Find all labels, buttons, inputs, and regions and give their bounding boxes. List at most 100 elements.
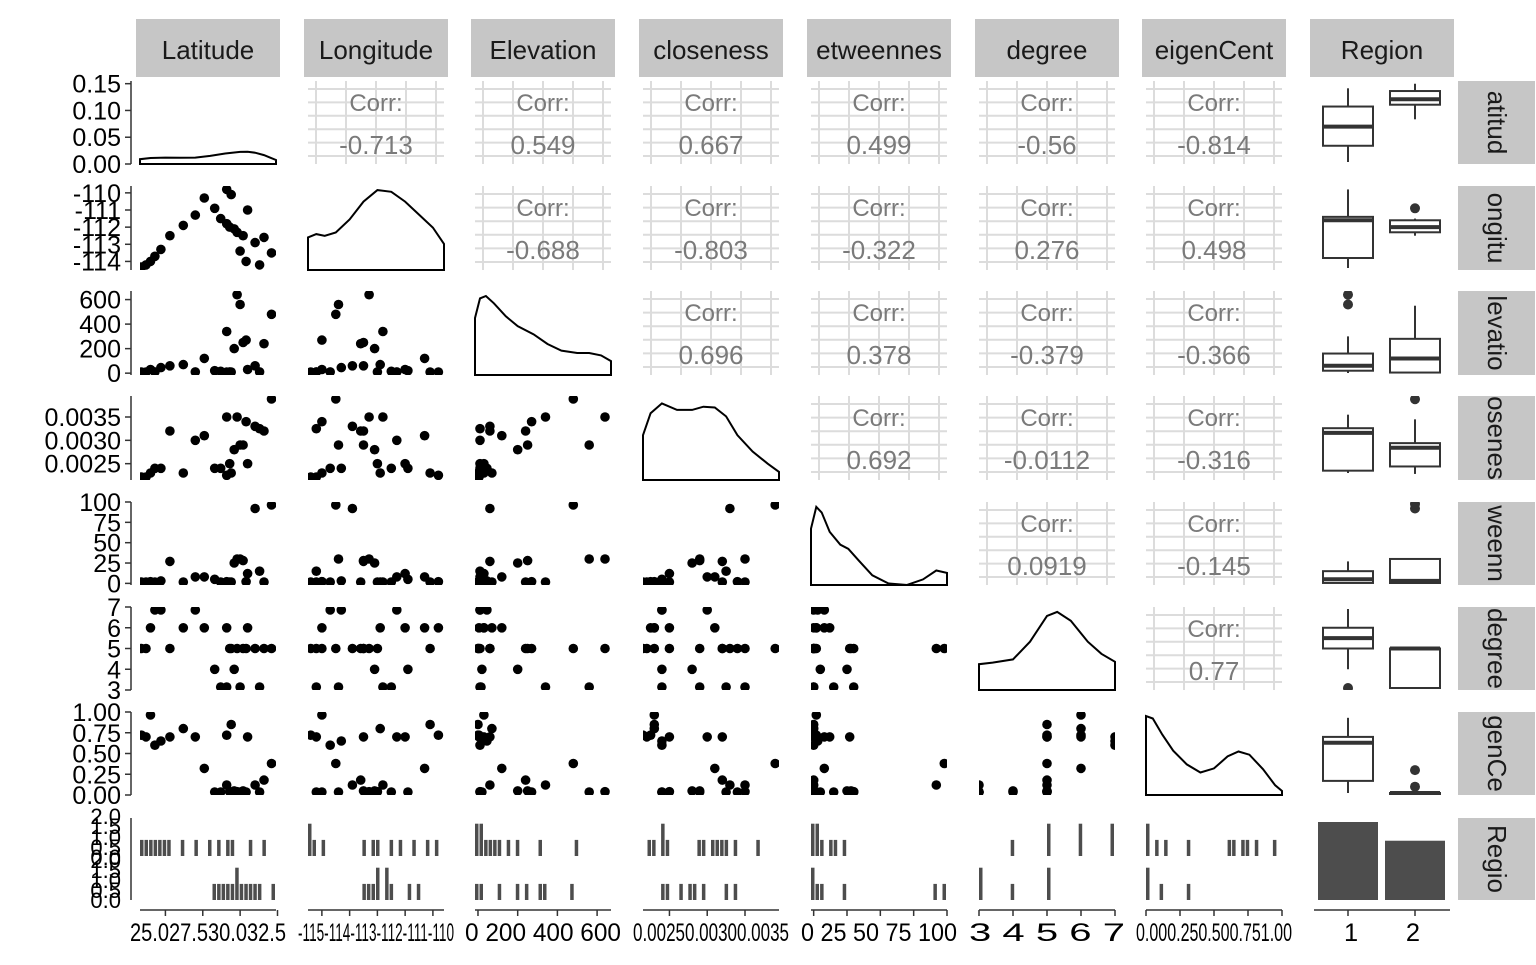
corr-value: 0.77 — [1189, 656, 1240, 686]
scatter-point — [1042, 758, 1052, 769]
corr-panel-Longitude-closeness: Corr: -0.803 — [643, 186, 779, 270]
corr-value: -0.322 — [842, 235, 916, 265]
column-strip-Longitude: Longitude — [304, 19, 448, 77]
scatter-point — [336, 576, 347, 585]
scatter-panel-degree-Elevation — [475, 607, 610, 690]
histogram-bar — [1146, 867, 1150, 900]
boxplot-panel-Longitude — [1322, 189, 1441, 268]
scatter-points — [475, 502, 610, 585]
density-curve-degree — [978, 610, 1116, 691]
scatter-point — [254, 367, 265, 375]
scatter-point — [811, 712, 822, 720]
histogram-bar — [257, 883, 262, 900]
scatter-point — [664, 568, 675, 579]
histogram-bar — [217, 839, 221, 856]
scatter-point — [221, 623, 232, 633]
corr-value: -0.145 — [1177, 551, 1251, 581]
scatter-point — [311, 566, 322, 576]
y-tick-label: 0 — [107, 360, 121, 388]
scatter-point — [369, 664, 380, 675]
scatter-point — [199, 623, 210, 633]
histogram-bar — [724, 883, 729, 900]
histogram-bar — [697, 839, 701, 856]
scatter-point — [600, 554, 610, 564]
histogram-bar — [820, 883, 824, 900]
histogram-bar — [688, 883, 692, 900]
scatter-point — [687, 664, 697, 675]
scatter-point — [364, 412, 374, 422]
strip-text-wrap: genCe — [1482, 715, 1512, 792]
y-tick-label: 2.0 — [90, 804, 121, 829]
scatter-point — [336, 607, 347, 615]
scatter-point — [600, 643, 610, 654]
y-tick-label: 200 — [79, 336, 121, 364]
scatter-point — [190, 732, 201, 742]
scatter-point — [846, 643, 856, 654]
corr-panel-closeness-degree: Corr: -0.0112 — [979, 396, 1115, 480]
histogram-bar — [661, 823, 665, 856]
x-tick-labels: 0 25 50 75 100 — [801, 919, 957, 947]
histogram-bar — [733, 883, 738, 900]
scatter-point — [649, 577, 660, 585]
scatter-point — [242, 623, 253, 633]
histogram-bar — [230, 839, 235, 856]
scatter-point — [645, 730, 656, 740]
box-outlier — [1410, 502, 1420, 509]
histogram-bar — [933, 883, 937, 900]
scatter-point — [156, 736, 166, 746]
scatter-panel-degree-betweenness — [811, 607, 947, 690]
scatter-points — [475, 607, 610, 690]
y-tick-label: 100 — [79, 489, 121, 517]
scatter-point — [702, 607, 712, 615]
histogram-bar — [1146, 823, 1150, 856]
scatter-point — [540, 780, 551, 790]
corr-value: 0.667 — [678, 130, 743, 160]
scatter-point — [165, 426, 175, 436]
histogram-bar — [212, 883, 216, 900]
scatter-point — [479, 568, 489, 579]
scatter-point — [475, 607, 485, 615]
corr-label: Corr: — [1187, 300, 1240, 327]
scatter-point — [1042, 719, 1052, 730]
scatter-point — [378, 412, 388, 422]
scatter-point — [358, 361, 369, 371]
scatter-point — [156, 463, 166, 474]
row-strip-degree: degree — [1458, 607, 1535, 690]
histogram-bar — [1186, 883, 1191, 900]
histogram-bar — [1110, 823, 1114, 856]
scatter-point — [141, 643, 151, 654]
x-tick-labels: -115-114-113-112-111-110 — [298, 919, 454, 947]
scatter-point — [649, 643, 660, 654]
corr-value: 0.549 — [510, 130, 575, 160]
scatter-points — [308, 712, 444, 795]
box-outlier — [1410, 781, 1420, 792]
scatter-point — [815, 664, 826, 675]
scatter-point — [584, 682, 594, 690]
histogram-bar — [321, 839, 326, 856]
histogram-bar — [308, 823, 312, 856]
scatter-point — [540, 412, 551, 422]
scatter-point — [811, 787, 822, 795]
scatter-point — [485, 556, 495, 567]
scatter-point — [355, 775, 366, 785]
y-tick-label: 0.25 — [72, 761, 121, 789]
y-tick-label: 50 — [93, 530, 121, 558]
strip-text-wrap: degree — [1482, 608, 1512, 689]
scatter-point — [770, 643, 779, 654]
scatter-panel-degree-Longitude — [308, 607, 444, 690]
region-histogram-Longitude — [308, 823, 439, 900]
box-outlier — [1343, 299, 1353, 310]
x-axis-col-5: 3 4 5 6 7 — [969, 909, 1125, 947]
corr-value: -0.379 — [1010, 340, 1084, 370]
scatter-point — [657, 664, 667, 675]
scatter-point — [657, 577, 667, 585]
histogram-bar — [226, 883, 230, 900]
histogram-bar — [506, 839, 511, 856]
y-tick-label: 1.0 — [90, 825, 121, 850]
histogram-bar — [1047, 867, 1051, 900]
scatter-point — [419, 763, 430, 774]
strip-text-wrap: osenes — [1482, 396, 1512, 480]
scatter-point — [333, 682, 344, 690]
column-strip-Latitude: Latitude — [136, 19, 280, 77]
